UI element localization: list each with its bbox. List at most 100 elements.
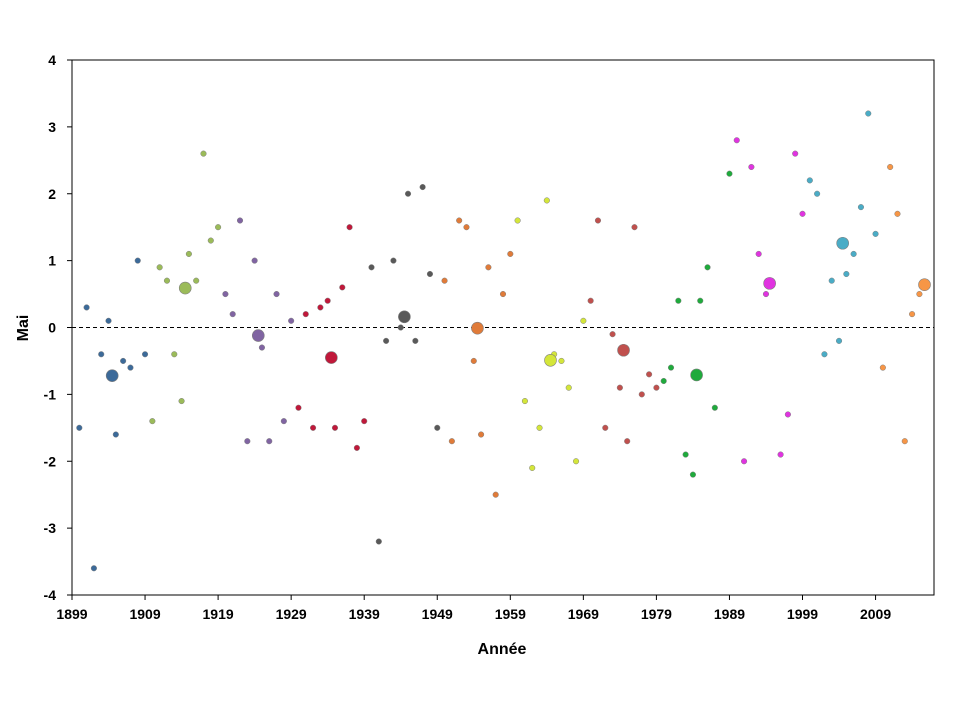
- data-point: [368, 264, 375, 271]
- data-point: [185, 250, 192, 257]
- decade-mean-point: [690, 368, 703, 382]
- data-point: [521, 398, 528, 405]
- data-point: [404, 190, 412, 197]
- data-point: [594, 217, 602, 224]
- data-point: [463, 224, 470, 231]
- x-tick-label: 1909: [129, 606, 160, 622]
- data-point: [163, 277, 171, 284]
- data-point: [302, 311, 309, 318]
- data-point: [879, 364, 886, 371]
- data-point: [733, 137, 740, 144]
- data-point: [748, 163, 755, 171]
- decade-mean-point: [617, 343, 630, 357]
- data-point: [697, 297, 704, 304]
- data-point: [339, 284, 346, 291]
- data-point: [112, 431, 119, 438]
- x-tick-label: 1939: [349, 606, 380, 622]
- data-point: [236, 217, 244, 224]
- data-point: [426, 270, 433, 278]
- data-point: [215, 224, 222, 231]
- data-point: [273, 291, 280, 298]
- data-point: [638, 391, 645, 398]
- data-point: [90, 565, 97, 572]
- data-point: [441, 277, 448, 284]
- data-point: [317, 304, 324, 311]
- data-point: [828, 277, 835, 284]
- data-point: [675, 297, 682, 304]
- y-tick-label: 1: [48, 253, 56, 269]
- data-point: [193, 277, 200, 284]
- data-point: [434, 424, 441, 431]
- axes: 1899 1909 1919 1929 1939 1949 1959 1969 1979 1989…: [44, 52, 892, 622]
- y-tick-label: 4: [48, 52, 56, 68]
- data-point: [536, 424, 543, 431]
- data-point: [456, 217, 463, 224]
- data-point: [83, 304, 90, 311]
- data-point: [266, 438, 273, 445]
- data-point: [178, 398, 185, 405]
- data-point: [288, 317, 295, 324]
- x-tick-label: 1919: [203, 606, 234, 622]
- data-point: [258, 344, 265, 351]
- data-point: [499, 291, 507, 298]
- data-point: [646, 371, 653, 378]
- decade-mean-point: [763, 277, 776, 290]
- data-point: [624, 438, 631, 445]
- data-point: [207, 237, 214, 244]
- decade-mean-point: [836, 236, 849, 250]
- data-point: [142, 351, 149, 358]
- y-tick-label: -2: [44, 453, 57, 469]
- data-point: [156, 264, 163, 271]
- data-point: [127, 364, 134, 371]
- data-point: [558, 357, 565, 364]
- data-point: [565, 384, 572, 391]
- data-point: [616, 384, 623, 391]
- y-tick-label: 2: [48, 186, 56, 202]
- data-point: [529, 464, 536, 471]
- data-point: [762, 291, 770, 298]
- decade-mean-point: [544, 353, 557, 367]
- x-tick-label: 1969: [568, 606, 599, 622]
- data-point: [814, 190, 821, 197]
- data-point: [704, 264, 711, 271]
- decade-mean-point: [398, 310, 411, 324]
- data-point: [375, 538, 382, 545]
- data-point: [448, 438, 455, 445]
- data-point: [872, 230, 879, 237]
- data-point: [229, 311, 236, 318]
- data-point: [894, 210, 901, 217]
- data-point: [806, 177, 813, 184]
- data-point: [171, 351, 178, 358]
- x-tick-label: 1949: [422, 606, 453, 622]
- data-point: [667, 364, 675, 371]
- data-point: [755, 250, 762, 257]
- data-point: [580, 317, 587, 324]
- data-point: [419, 184, 426, 191]
- data-point: [711, 404, 718, 411]
- data-point: [390, 257, 397, 264]
- data-point: [865, 110, 872, 117]
- data-point: [251, 257, 258, 264]
- data-point: [850, 250, 857, 257]
- data-point: [149, 418, 156, 425]
- data-point: [244, 438, 251, 445]
- data-point: [492, 491, 499, 498]
- data-point: [799, 210, 806, 217]
- data-point: [887, 163, 894, 171]
- data-point: [120, 357, 127, 364]
- data-point: [478, 431, 485, 438]
- data-point: [631, 224, 638, 231]
- data-point: [857, 204, 864, 211]
- data-point: [602, 424, 609, 431]
- y-tick-label: 0: [48, 320, 56, 336]
- data-point: [682, 451, 689, 458]
- decade-mean-point: [251, 329, 265, 342]
- y-tick-label: -4: [44, 587, 57, 603]
- data-points: [76, 110, 923, 572]
- data-point: [280, 418, 287, 425]
- x-tick-label: 1979: [641, 606, 672, 622]
- data-point: [573, 458, 580, 465]
- data-point: [222, 291, 229, 298]
- decade-mean-point: [471, 321, 484, 335]
